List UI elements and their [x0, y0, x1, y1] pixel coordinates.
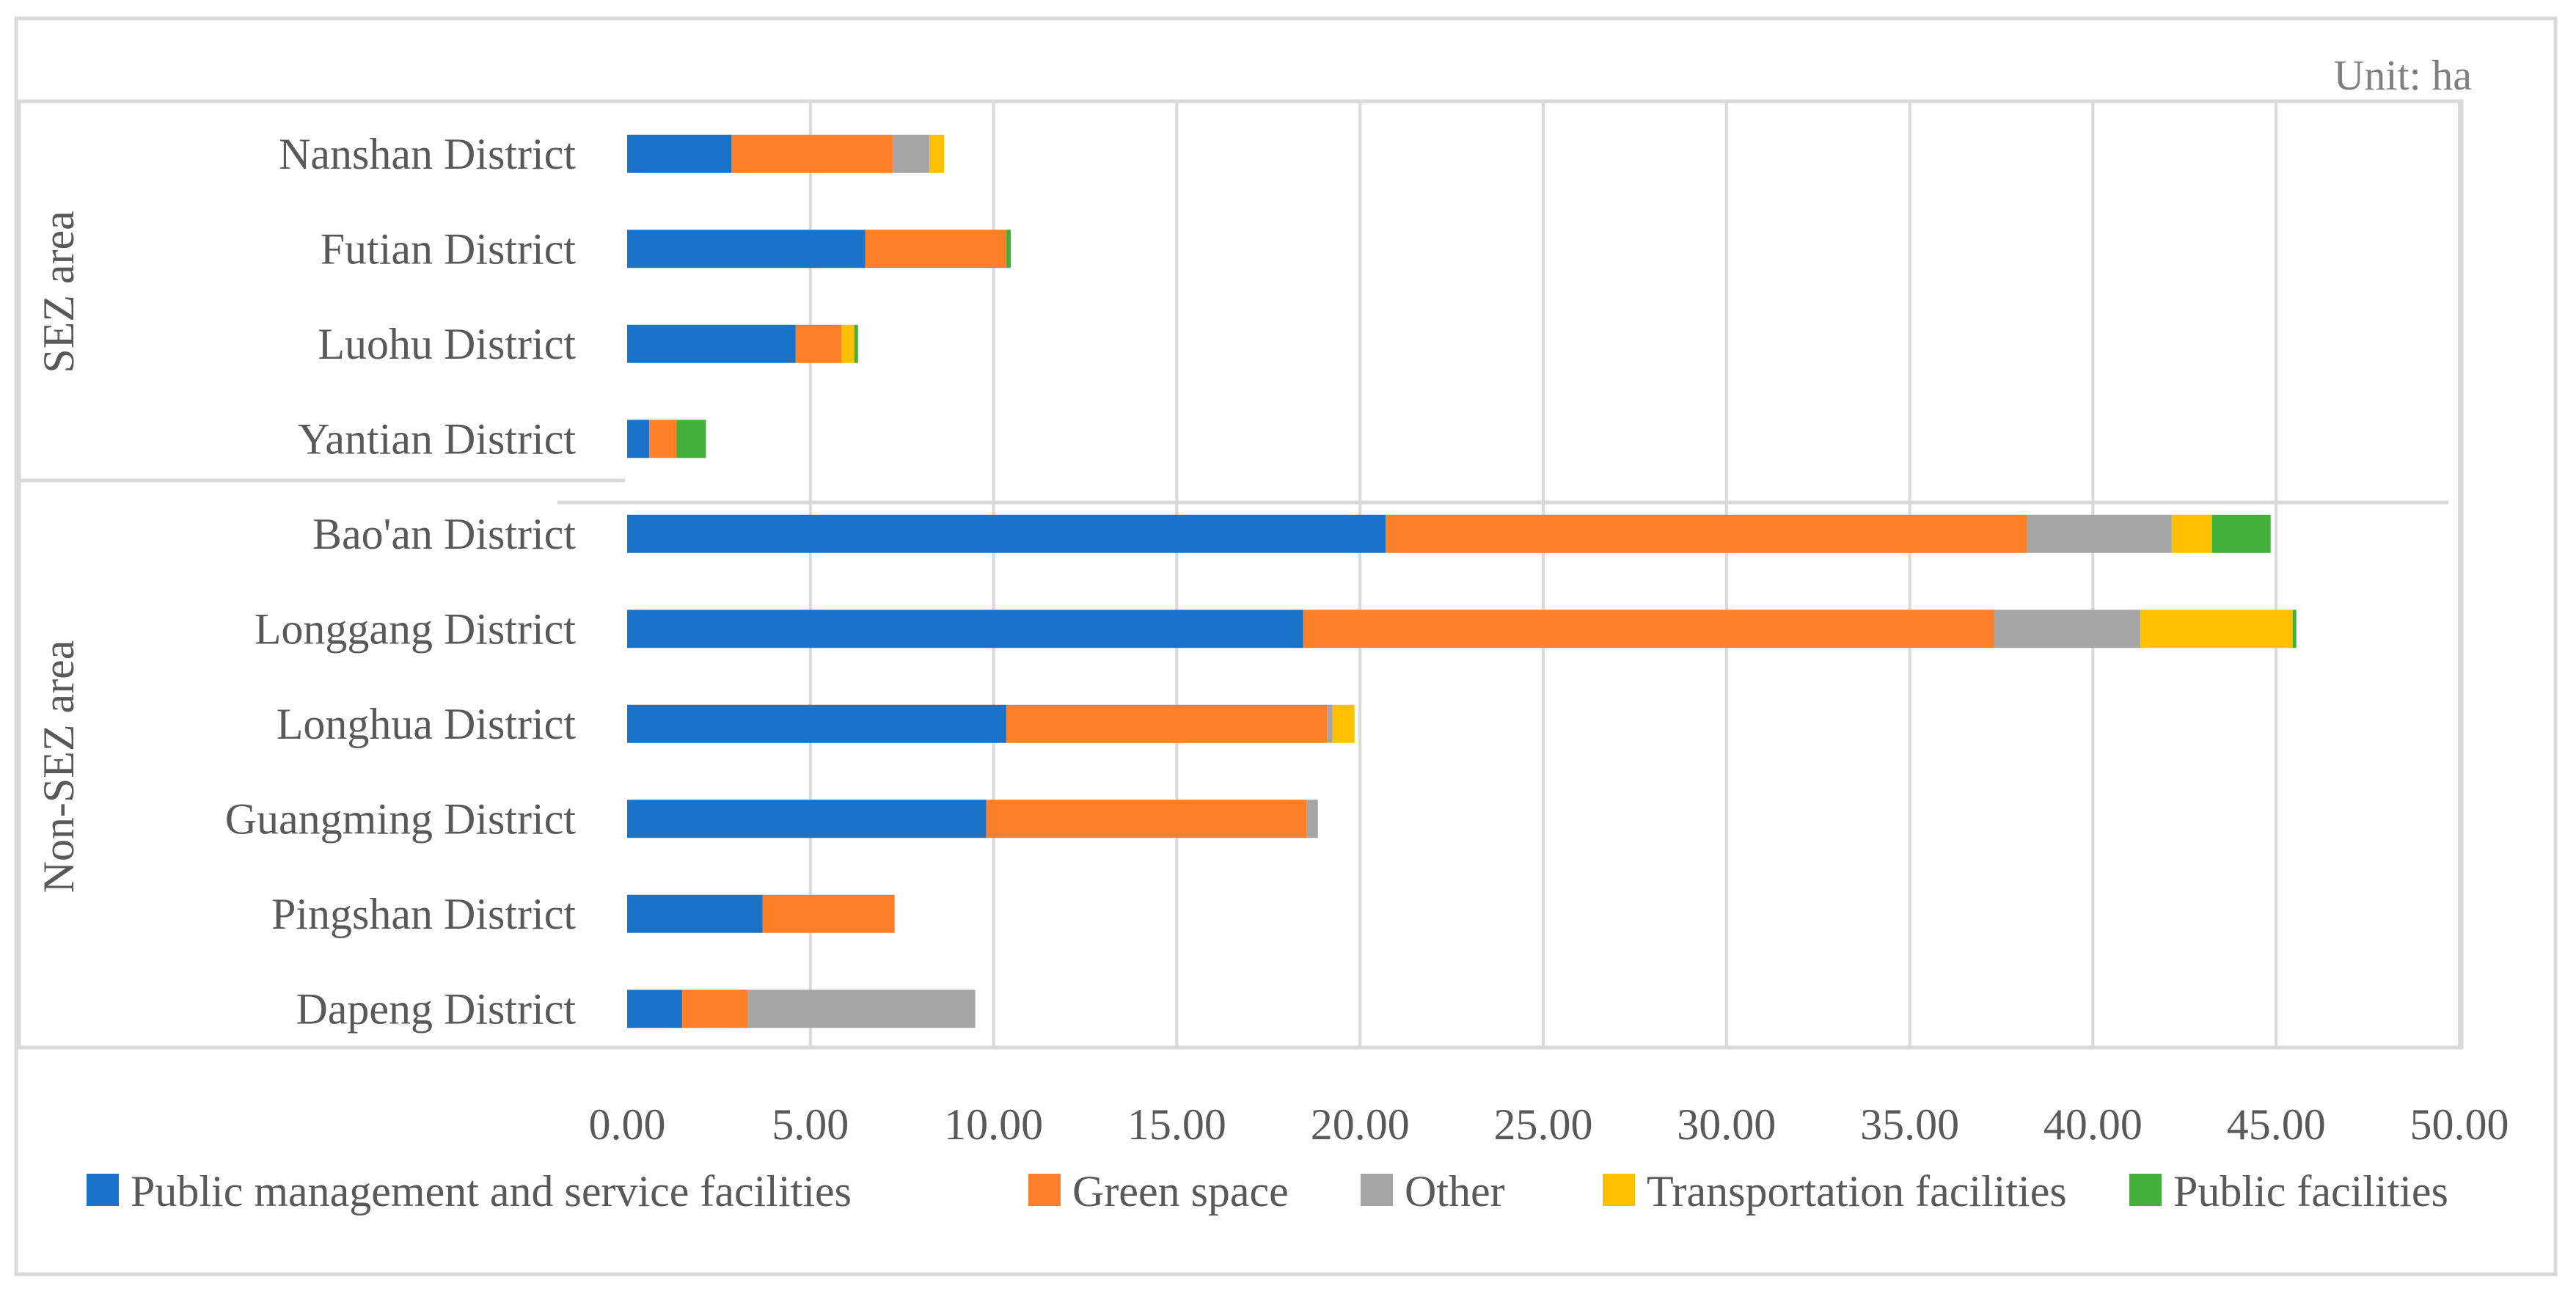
- unit-label: Unit: ha: [2334, 51, 2472, 99]
- legend-label: Green space: [1072, 1167, 1289, 1216]
- category-label: Longgang District: [255, 604, 577, 653]
- legend-swatch: [87, 1174, 119, 1206]
- legend-item: Transportation facilities: [1603, 1167, 2067, 1216]
- bar-segment: [627, 704, 1007, 743]
- bars: [627, 134, 2297, 1028]
- category-label: Pingshan District: [271, 890, 576, 938]
- legend-swatch: [2129, 1174, 2162, 1206]
- plot-frame: [17, 99, 2464, 1050]
- legend-swatch: [1361, 1174, 1393, 1206]
- legend-item: Other: [1361, 1167, 1505, 1216]
- bar-segment: [865, 230, 1007, 268]
- legend-label: Public facilities: [2173, 1167, 2448, 1216]
- bar-segment: [2211, 514, 2271, 553]
- bar-segment: [1306, 800, 1318, 838]
- bar-segment: [627, 324, 796, 363]
- legend-label: Other: [1405, 1167, 1505, 1216]
- bar-segment: [1303, 610, 1994, 648]
- category-label: Guangming District: [225, 794, 577, 843]
- legend: Public management and service facilities…: [87, 1167, 2448, 1216]
- legend-swatch: [1603, 1174, 1635, 1206]
- bar-segment: [676, 420, 706, 458]
- legend-label: Public management and service facilities: [131, 1167, 852, 1216]
- bar-segment: [1327, 704, 1333, 743]
- bar-segment: [1994, 610, 2141, 648]
- x-tick-label: 5.00: [772, 1100, 849, 1149]
- x-tick-label: 30.00: [1677, 1100, 1776, 1149]
- category-label: Futian District: [321, 224, 577, 273]
- category-label: Luohu District: [318, 320, 576, 368]
- bar-segment: [986, 800, 1307, 838]
- bar-segment: [795, 324, 842, 363]
- bar-segment: [929, 134, 945, 173]
- bar-segment: [1006, 230, 1011, 268]
- bar-segment: [731, 134, 893, 173]
- x-tick-label: 20.00: [1311, 1100, 1410, 1149]
- x-tick-label: 35.00: [1860, 1100, 1959, 1149]
- category-label: Dapeng District: [296, 984, 576, 1033]
- outer-frame: [14, 16, 2558, 1276]
- bar-segment: [627, 990, 682, 1028]
- bar-segment: [2292, 610, 2297, 648]
- bar-segment: [893, 134, 930, 173]
- bar-segment: [627, 800, 987, 838]
- x-tick-label: 45.00: [2227, 1100, 2326, 1149]
- bar-segment: [854, 324, 858, 363]
- x-tick-label: 0.00: [589, 1100, 666, 1149]
- bar-segment: [627, 420, 649, 458]
- bar-segment: [762, 894, 895, 933]
- group-label-non-sez: Non-SEZ area: [34, 640, 83, 893]
- legend-item: Public management and service facilities: [87, 1167, 852, 1216]
- bar-segment: [1006, 704, 1328, 743]
- bar-segment: [747, 990, 976, 1028]
- bar-segment: [627, 894, 763, 933]
- legend-item: Public facilities: [2129, 1167, 2448, 1216]
- bar-segment: [1332, 704, 1355, 743]
- bar-segment: [627, 134, 732, 173]
- category-labels: Nanshan District Futian District Luohu Dis…: [225, 130, 577, 1034]
- legend-swatch: [1028, 1174, 1061, 1206]
- bar-segment: [841, 324, 855, 363]
- gridlines: [808, 101, 2461, 1048]
- group-label-sez: SEZ area: [34, 211, 83, 373]
- bar-segment: [648, 420, 677, 458]
- x-tick-label: 40.00: [2043, 1100, 2143, 1149]
- x-tick-label: 50.00: [2410, 1100, 2509, 1149]
- x-tick-label: 25.00: [1494, 1100, 1593, 1149]
- category-label: Bao'an District: [312, 510, 576, 558]
- category-label: Nanshan District: [279, 130, 576, 178]
- category-label: Longhua District: [277, 700, 577, 748]
- x-axis-tick-labels: 0.00 5.00 10.00 15.00 20.00 25.00 30.00 35.00 40…: [589, 1100, 2509, 1149]
- bar-segment: [681, 990, 748, 1028]
- category-label: Yantian District: [298, 414, 576, 463]
- x-tick-label: 10.00: [944, 1100, 1043, 1149]
- bar-segment: [627, 610, 1303, 648]
- bar-segment: [627, 230, 866, 268]
- bar-segment: [2027, 514, 2172, 553]
- bar-segment: [2171, 514, 2212, 553]
- bar-segment: [2140, 610, 2293, 648]
- legend-label: Transportation facilities: [1647, 1167, 2067, 1216]
- bar-segment: [1386, 514, 2027, 553]
- bar-segment: [627, 514, 1386, 553]
- legend-item: Green space: [1028, 1167, 1289, 1216]
- x-tick-label: 15.00: [1127, 1100, 1226, 1149]
